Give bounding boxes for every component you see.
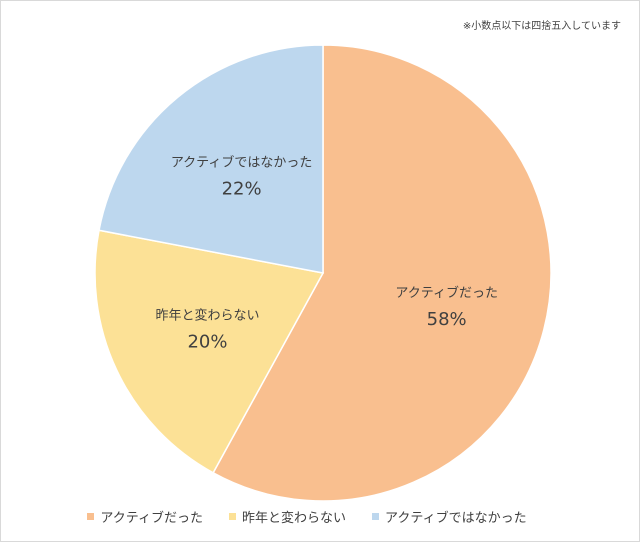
legend-item: アクティブだった bbox=[87, 507, 203, 526]
pie-slice-3 bbox=[98, 44, 324, 274]
slice-value-label: 20% bbox=[187, 331, 227, 352]
legend-item: アクティブではなかった bbox=[372, 507, 527, 526]
legend-item: 昨年と変わらない bbox=[228, 507, 346, 526]
legend: アクティブだった 昨年と変わらない アクティブではなかった bbox=[1, 507, 639, 526]
legend-swatch bbox=[372, 513, 379, 520]
slice-value-label: 58% bbox=[427, 309, 467, 330]
pie-slice-2 bbox=[94, 229, 325, 474]
pie-slice-1 bbox=[212, 44, 552, 501]
pie-chart: アクティブだった 58% 昨年と変わらない 20% アクティブではなかった 22% bbox=[94, 44, 552, 501]
legend-swatch bbox=[228, 513, 236, 520]
slice-category-label: アクティブではなかった bbox=[171, 155, 313, 171]
legend-label: アクティブではなかった bbox=[385, 511, 527, 526]
legend-label: アクティブだった bbox=[100, 511, 203, 526]
legend-swatch bbox=[87, 513, 95, 520]
slice-category-label: 昨年と変わらない bbox=[155, 307, 259, 323]
rounding-note: ※小数点以下は四捨五入しています bbox=[462, 21, 621, 32]
legend-label: 昨年と変わらない bbox=[241, 511, 346, 526]
slice-value-label: 22% bbox=[222, 179, 262, 200]
slice-category-label: アクティブだった bbox=[395, 285, 498, 301]
